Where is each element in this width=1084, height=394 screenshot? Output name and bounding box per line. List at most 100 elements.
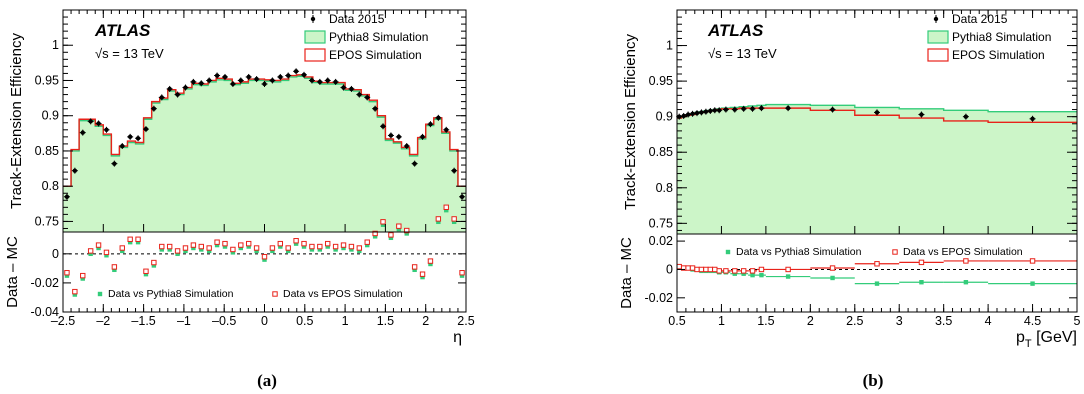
ratio-y-tick-label: -0.02 — [645, 291, 674, 305]
legend-pythia-swatch — [927, 30, 949, 44]
ratio-pythia-point — [365, 242, 370, 248]
data-point — [309, 78, 315, 83]
ratio-legend-pythia-label: Data vs Pythia8 Simulation — [736, 246, 862, 258]
x-tick-label: 2.5 — [457, 314, 474, 328]
legend-epos-label: EPOS Simulation — [329, 48, 422, 62]
ratio-epos-point — [689, 265, 696, 271]
data-point — [96, 121, 101, 126]
ratio-epos-point — [435, 216, 442, 222]
ratio-epos-point — [918, 259, 925, 266]
ratio-pythia-point — [246, 244, 251, 249]
ratio-epos-point — [174, 248, 181, 254]
ratio-epos-point — [874, 261, 880, 267]
data-point — [278, 74, 283, 80]
ratio-epos-point — [364, 239, 370, 245]
ratio-pythia-point — [127, 239, 133, 245]
ratio-epos-point — [111, 264, 118, 270]
data-point — [293, 69, 299, 74]
ratio-epos-point — [388, 232, 394, 238]
ratio-pythia-point — [380, 222, 386, 227]
ratio-epos-point — [459, 270, 465, 276]
x-axis-title: pT [GeV] — [1016, 329, 1077, 350]
ratio-epos-point — [749, 268, 756, 274]
ratio-epos-point — [1029, 258, 1036, 264]
data-point — [286, 73, 291, 78]
data-point — [357, 92, 362, 97]
data-point — [120, 143, 125, 149]
data-point — [143, 126, 149, 132]
ratio-legend-epos-label: Data vs EPOS Simulation — [903, 246, 1023, 258]
ratio-pythia-point — [104, 253, 109, 258]
ratio-pythia-point — [238, 245, 243, 251]
data-point — [741, 106, 746, 112]
data-point — [72, 168, 78, 173]
ratio-epos-point — [222, 240, 228, 247]
data-point — [380, 124, 386, 129]
ratio-epos-point — [740, 268, 747, 274]
panel-pt: 0.75 0.8 0.85 0.9 0.95 1 -0.02 0 0.02 0.5 1 1.5 2 2.5… — [618, 9, 1081, 390]
ratio-epos-point — [785, 266, 791, 273]
ratio-y-tick-label: -0.02 — [31, 276, 60, 290]
ratio-pythia-point — [206, 248, 212, 254]
ratio-pythia-point — [388, 235, 394, 241]
ratio-pythia-point — [175, 251, 180, 257]
ratio-pythia-point — [963, 280, 969, 285]
x-tick-label: 0.5 — [668, 314, 685, 328]
atlas-label: ATLAS — [94, 21, 151, 40]
data-point — [420, 134, 425, 140]
legend-data-label: Data 2015 — [952, 12, 1008, 26]
data-point — [238, 78, 243, 83]
ratio-pythia-point — [80, 276, 85, 281]
ratio-epos-point — [372, 230, 378, 237]
ratio-pythia-point — [759, 272, 764, 278]
ratio-legend-epos-marker — [272, 291, 278, 297]
ratio-plot-frame — [676, 233, 1078, 313]
data-point — [64, 194, 70, 199]
ratio-epos-point — [829, 265, 836, 271]
ratio-epos-point — [758, 266, 765, 273]
ratio-epos-point — [301, 240, 307, 247]
x-tick-label: 4.5 — [1024, 314, 1041, 328]
x-tick-label: 0 — [261, 314, 268, 328]
ratio-epos-point — [723, 268, 729, 274]
ratio-pythia-point — [230, 250, 236, 255]
ratio-legend-epos-label: Data vs EPOS Simulation — [283, 288, 403, 300]
ratio-pythia-point — [96, 245, 101, 251]
ratio-epos-point — [396, 223, 402, 229]
ratio-y-axis-title: Data – MC — [618, 237, 635, 309]
ratio-epos-point — [214, 239, 220, 245]
ratio-epos-point — [712, 266, 718, 273]
x-axis-title: η — [453, 329, 462, 346]
ratio-epos-point — [151, 259, 157, 266]
ratio-pythia-point — [436, 219, 441, 225]
data-point — [333, 79, 338, 85]
ratio-epos-point — [419, 271, 426, 277]
ratio-epos-point — [707, 266, 714, 273]
data-point — [262, 81, 267, 87]
ratio-y-tick-label: 0 — [666, 262, 673, 276]
data-point — [750, 106, 755, 112]
y-tick-label: 0.8 — [42, 179, 59, 193]
pythia-fill-area — [677, 104, 1077, 234]
data-point — [112, 161, 117, 166]
ratio-pythia-point — [72, 292, 78, 297]
ratio-epos-point — [190, 242, 197, 248]
x-tick-label: 5 — [1074, 314, 1081, 328]
data-point — [270, 78, 275, 83]
ratio-pythia-point — [278, 244, 283, 249]
ratio-pythia-point — [785, 274, 791, 279]
ratio-epos-point — [325, 240, 331, 247]
data-point — [325, 78, 330, 83]
ratio-epos-point — [166, 243, 173, 250]
ratio-epos-point — [716, 268, 722, 274]
ratio-pythia-point — [120, 248, 125, 254]
x-tick-label: 1.5 — [377, 314, 394, 328]
legend-epos-swatch — [304, 48, 326, 62]
data-point — [246, 74, 251, 80]
ratio-epos-point — [427, 258, 434, 264]
data-point — [732, 107, 737, 112]
ratio-epos-point — [676, 263, 682, 270]
legend-data-label: Data 2015 — [329, 12, 385, 26]
y-tick-label: 1 — [666, 39, 673, 53]
data-point — [175, 92, 180, 97]
